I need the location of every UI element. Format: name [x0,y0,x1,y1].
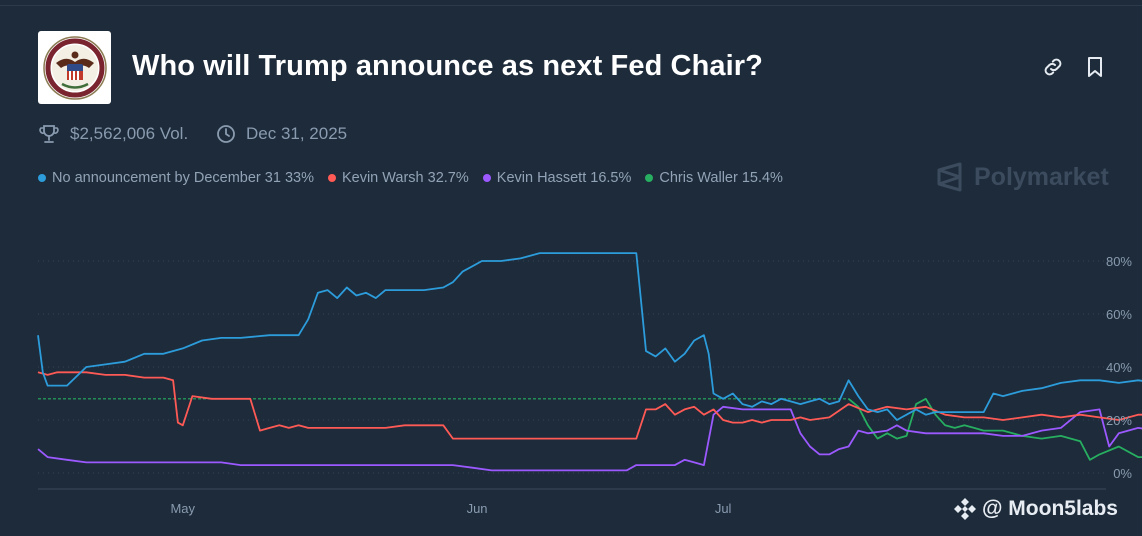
legend-label: Chris Waller 15.4% [659,170,783,186]
series-line [37,252,1142,421]
market-title: Who will Trump announce as next Fed Chai… [132,50,763,82]
chart-legend: No announcement by December 31 33% Kevin… [38,170,797,186]
legend-item[interactable]: No announcement by December 31 33% [38,170,314,186]
volume-text: $2,562,006 Vol. [70,124,189,143]
volume-info: $2,562,006 Vol. [38,123,188,145]
x-tick-label: Jul [715,501,732,516]
x-tick-label: Jun [467,501,488,516]
legend-label: No announcement by December 31 33% [52,170,314,186]
federal-reserve-seal-icon [42,35,107,100]
legend-item[interactable]: Chris Waller 15.4% [645,170,783,186]
series-line [37,405,1142,472]
x-tick-label: May [170,501,195,516]
binance-diamond-icon [954,498,976,520]
legend-dot [38,174,46,182]
y-tick-label: 20% [1106,413,1132,428]
watermark-text: @ Moon5labs [982,497,1118,520]
y-tick-label: 80% [1106,254,1132,269]
link-icon [1044,58,1062,76]
series-line [37,371,1142,440]
legend-dot [327,174,336,182]
series-group [38,397,1142,461]
brand-name: Polymarket [974,162,1109,191]
legend-dot [482,174,491,182]
link-button[interactable] [1041,55,1065,79]
bookmark-icon [1088,57,1102,77]
top-divider [0,5,1142,6]
bookmark-button[interactable] [1083,55,1107,79]
trophy-icon [39,125,59,143]
y-tick-label: 60% [1106,307,1132,322]
legend-label: Kevin Warsh 32.7% [341,170,469,186]
market-logo [38,31,111,104]
y-tick-label: 0% [1113,466,1132,481]
polymarket-brand: Polymarket [936,162,1109,192]
legend-item[interactable]: Kevin Hassett 16.5% [482,170,632,186]
end-date-info: Dec 31, 2025 [216,123,347,145]
clock-icon [217,125,235,143]
y-tick-label: 40% [1106,360,1132,375]
series-line [848,397,1142,461]
watermark: @ Moon5labs [952,496,1118,522]
legend-dot [645,174,654,182]
legend-item[interactable]: Kevin Warsh 32.7% [327,170,469,186]
polymarket-logo-icon [937,162,962,192]
end-date-text: Dec 31, 2025 [246,124,348,143]
legend-label: Kevin Hassett 16.5% [496,170,632,186]
